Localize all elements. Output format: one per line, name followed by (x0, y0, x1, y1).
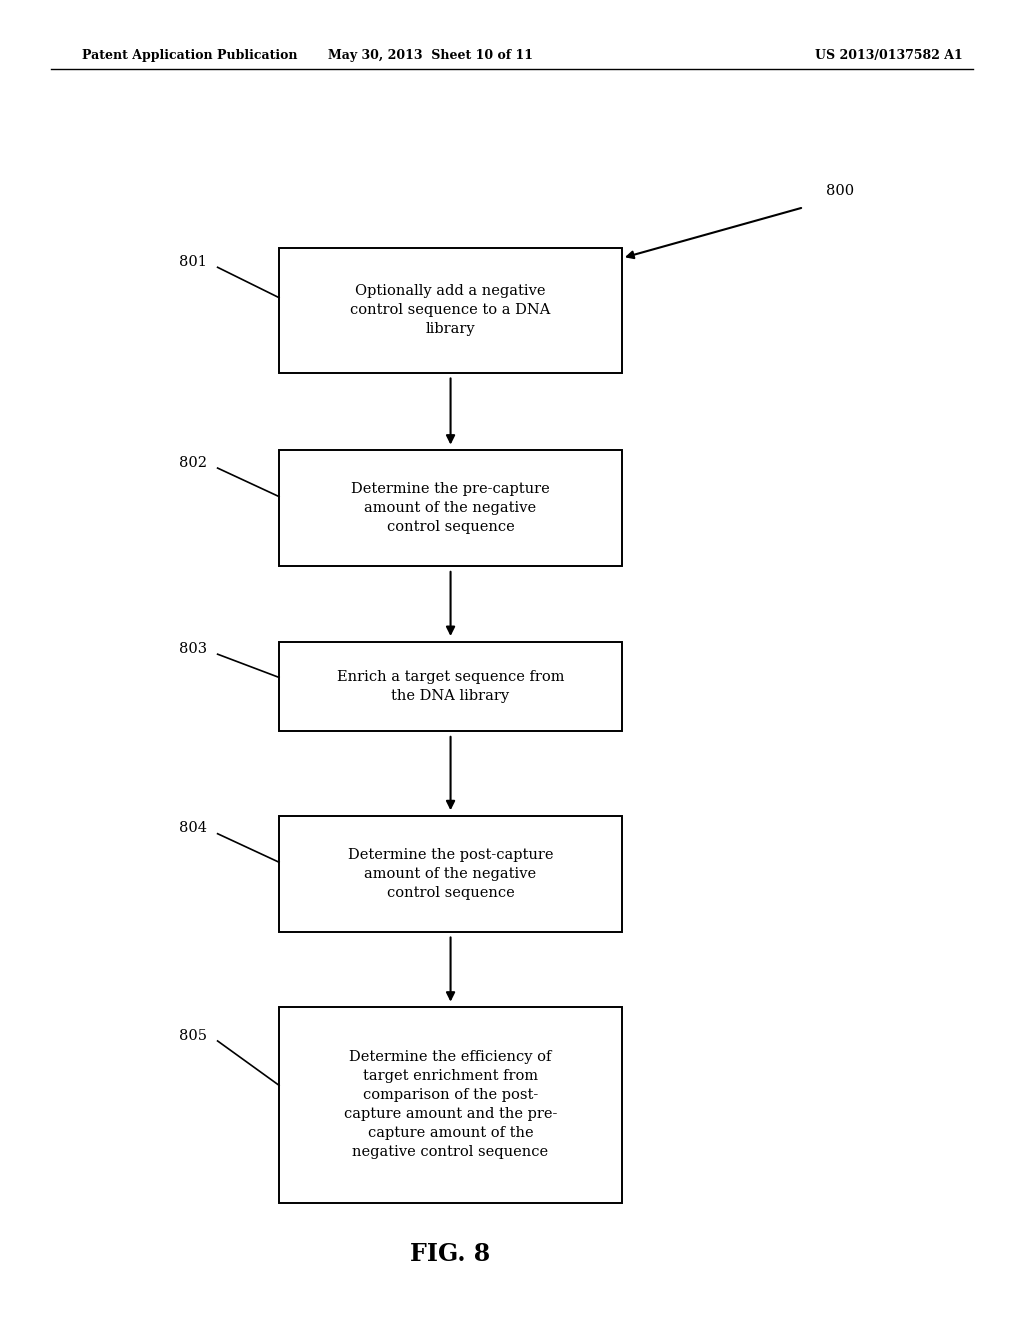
Bar (279, 642, 622, 731)
Bar (279, 248, 622, 372)
Text: May 30, 2013  Sheet 10 of 11: May 30, 2013 Sheet 10 of 11 (328, 49, 532, 62)
Text: Patent Application Publication: Patent Application Publication (82, 49, 297, 62)
Text: Optionally add a negative
control sequence to a DNA
library: Optionally add a negative control sequen… (350, 284, 551, 337)
Text: Determine the pre-capture
amount of the negative
control sequence: Determine the pre-capture amount of the … (351, 482, 550, 535)
Text: US 2013/0137582 A1: US 2013/0137582 A1 (815, 49, 963, 62)
Text: 805: 805 (179, 1028, 207, 1043)
Text: 800: 800 (825, 185, 854, 198)
Text: Determine the efficiency of
target enrichment from
comparison of the post-
captu: Determine the efficiency of target enric… (344, 1051, 557, 1159)
Text: 802: 802 (179, 455, 207, 470)
Text: 801: 801 (179, 255, 207, 269)
Text: 804: 804 (179, 821, 207, 836)
Text: FIG. 8: FIG. 8 (411, 1242, 490, 1266)
Text: 803: 803 (179, 642, 207, 656)
Bar (279, 1007, 622, 1203)
Bar (279, 450, 622, 566)
Text: Determine the post-capture
amount of the negative
control sequence: Determine the post-capture amount of the… (348, 847, 553, 900)
Bar (279, 816, 622, 932)
Text: Enrich a target sequence from
the DNA library: Enrich a target sequence from the DNA li… (337, 671, 564, 702)
